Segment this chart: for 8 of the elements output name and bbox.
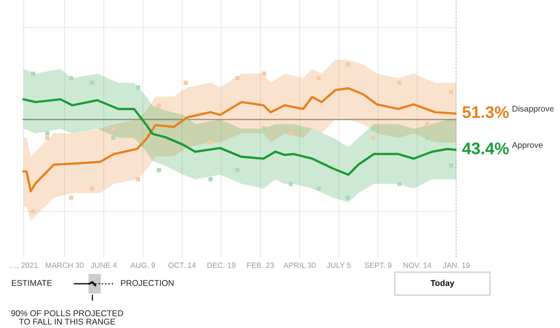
text: Approve [512,142,543,150]
data-label: 51.3% [462,106,509,118]
text: Disapprove [512,106,554,114]
text: Today [430,280,454,288]
text: PROJECTION [121,280,174,286]
text: 90% OF POLLS PROJECTED TO FALL IN THIS RANGE [11,310,124,325]
text: ESTIMATE [12,280,52,286]
data-label: 43.4% [462,142,509,154]
